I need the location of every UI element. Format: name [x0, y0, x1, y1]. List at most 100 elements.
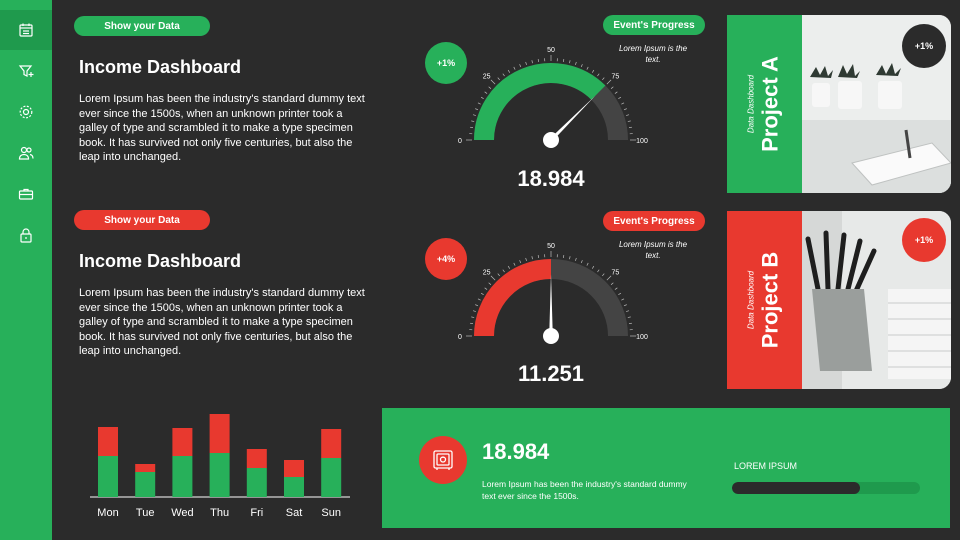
- gauge-tick: [610, 282, 614, 285]
- summary-description: Lorem Ipsum has been the industry's stan…: [482, 479, 687, 501]
- bar-segment: [284, 460, 304, 477]
- weekly-bar-chart: Mon Tue Wed Thu Fri Sat Sun: [90, 414, 350, 519]
- gauge-tick: [472, 114, 476, 116]
- show-data-button[interactable]: Show your Data: [74, 16, 210, 36]
- project-a-label: Data Dashboard Project A: [727, 15, 802, 193]
- gauge-tick-label: 0: [458, 138, 462, 145]
- gauge-tick: [477, 102, 481, 105]
- sidebar-item-briefcase[interactable]: [0, 174, 52, 214]
- bar-segment: [135, 472, 156, 497]
- gauge-tick: [627, 316, 631, 318]
- gauge-tick: [531, 256, 533, 260]
- gauge-tick: [586, 262, 589, 266]
- gauge-tick: [623, 304, 627, 307]
- sidebar-item-lock[interactable]: [0, 215, 52, 255]
- gauge-tick: [471, 120, 475, 122]
- bar-segment: [172, 456, 193, 497]
- gauge-tick: [519, 260, 522, 264]
- gauge-tick-label: 0: [458, 334, 462, 341]
- gauge-tick: [525, 61, 527, 65]
- gauge-tick: [606, 275, 612, 281]
- project-badge: +1%: [902, 24, 946, 68]
- gauge-fill: [474, 259, 552, 337]
- show-data-button[interactable]: Show your Data: [74, 210, 210, 230]
- sidebar: [0, 0, 52, 540]
- project-a-photo: [802, 15, 951, 193]
- gauge-note: Lorem Ipsum is the text.: [618, 240, 688, 260]
- section-title: Income Dashboard: [79, 57, 242, 77]
- gauge-tick: [513, 66, 516, 70]
- gauge-needle: [549, 274, 553, 336]
- gauge-tick: [507, 69, 511, 73]
- gauge-tick: [580, 64, 583, 68]
- gauge-tick-label: 100: [636, 138, 648, 145]
- bar-segment: [98, 427, 118, 456]
- gauge-tick: [497, 273, 500, 277]
- gauge-tick: [580, 260, 583, 264]
- gauge-tick: [475, 304, 479, 307]
- gauge-tick: [484, 287, 488, 290]
- filter-icon: [18, 65, 34, 77]
- section-title: Income Dashboard: [79, 251, 242, 271]
- safe-icon: [433, 450, 453, 470]
- sidebar-item-settings[interactable]: [0, 92, 52, 132]
- project-subtitle: Data Dashboard: [746, 74, 755, 134]
- safe-icon-circle: [419, 436, 467, 484]
- sidebar-item-calendar[interactable]: [0, 10, 52, 50]
- bar-segment: [209, 414, 230, 453]
- gauge-tick: [490, 275, 496, 281]
- gauge-tick: [507, 265, 511, 269]
- gauge-tick-label: 25: [483, 270, 491, 277]
- gauge-tick: [597, 73, 600, 77]
- sidebar-item-users[interactable]: [0, 133, 52, 173]
- sidebar-item-filter[interactable]: [0, 51, 52, 91]
- gear-icon: [19, 105, 33, 119]
- lock-icon: [20, 228, 32, 243]
- bar-segment: [284, 477, 304, 497]
- summary-panel: 18.984 Lorem Ipsum has been the industry…: [382, 408, 950, 528]
- events-progress-button[interactable]: Event's Progress: [603, 211, 705, 231]
- x-tick-label: Tue: [136, 507, 155, 519]
- gauge-tick: [525, 257, 527, 261]
- gauge-tick: [602, 273, 605, 277]
- gauge-tick: [614, 91, 618, 94]
- gauge-value: 11.251: [517, 361, 585, 386]
- gauge-tick-label: 75: [611, 74, 619, 81]
- users-icon: [18, 146, 34, 160]
- briefcase-icon: [18, 188, 34, 200]
- progress-track: [732, 482, 920, 494]
- bar-segment: [172, 428, 193, 456]
- x-tick-label: Thu: [210, 507, 229, 519]
- calendar-icon: [19, 23, 33, 37]
- gauge-tick: [626, 114, 630, 116]
- bar-segment: [321, 458, 342, 497]
- gauge-tick: [618, 292, 622, 296]
- gauge-hub: [543, 328, 559, 344]
- gauge-tick: [586, 66, 589, 70]
- gauge-tick: [575, 61, 577, 65]
- gauge-tick: [472, 310, 476, 312]
- gauge-tick: [623, 108, 627, 111]
- gauge: 0 25 50 75 100: [458, 243, 648, 344]
- gauge-tick: [610, 86, 614, 89]
- gauge-tick: [490, 79, 496, 85]
- bar-segment: [135, 464, 156, 472]
- gauge-tick: [621, 298, 625, 301]
- plants-image: [802, 15, 951, 193]
- project-title: Project B: [757, 251, 782, 349]
- gauge-tick: [569, 256, 571, 260]
- gauge-note: Lorem Ipsum is the text.: [618, 44, 688, 64]
- change-badge: +1%: [425, 42, 467, 84]
- gauge-tick: [621, 102, 625, 105]
- gauge-tick: [575, 257, 577, 261]
- bar-segment: [98, 456, 118, 497]
- gauge-tick-label: 50: [547, 47, 555, 54]
- events-progress-button[interactable]: Event's Progress: [603, 15, 705, 35]
- gauge-tick-label: 50: [547, 243, 555, 250]
- gauge-tick: [614, 287, 618, 290]
- gauge-tick: [484, 91, 488, 94]
- x-tick-label: Mon: [97, 507, 118, 519]
- gauge-tick: [569, 60, 571, 64]
- gauge-tick: [602, 77, 605, 81]
- x-tick-label: Fri: [250, 507, 263, 519]
